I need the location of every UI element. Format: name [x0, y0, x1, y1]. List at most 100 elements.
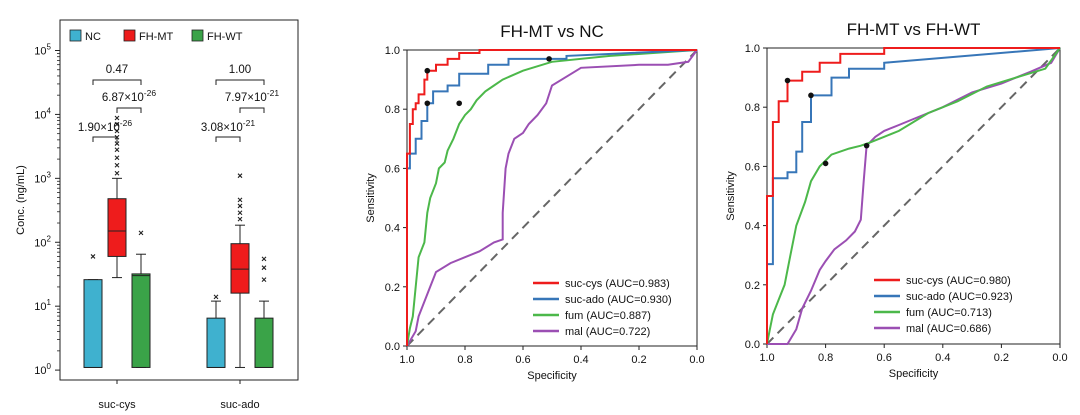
- significance-bracket: [116, 107, 142, 113]
- y-tick-label: 0.0: [385, 341, 400, 353]
- roc-curve-fum: [766, 47, 1061, 345]
- cutoff-point-suc-cys: [424, 67, 431, 74]
- outlier-marker: [90, 254, 96, 259]
- cutoff-point-mal: [863, 142, 870, 149]
- p-value-label-times-ten: ×10: [100, 122, 120, 134]
- y-tick-base: 10: [34, 109, 46, 121]
- y-tick-label: 1.0: [385, 45, 400, 57]
- outlier-marker: [261, 256, 267, 262]
- cutoff-point-fum: [822, 160, 829, 167]
- p-value-label-mantissa: 6.87: [102, 92, 124, 104]
- legend-label-fum: fum (AUC=0.887): [565, 310, 651, 322]
- significance-bracket: [215, 136, 241, 142]
- x-tick-label: 0.6: [877, 352, 892, 364]
- x-tick-label: 1.0: [399, 354, 414, 366]
- y-tick-label: 0.0: [745, 339, 760, 351]
- outlier-marker: [138, 230, 144, 236]
- x-tick-label: 1.0: [759, 352, 774, 364]
- y-tick-exponent: 0: [47, 362, 52, 371]
- p-value-label-exponent: -26: [144, 88, 157, 98]
- y-tick-label: 100: [34, 362, 51, 377]
- p-value-label: 6.87×10-26: [102, 88, 156, 104]
- y-axis-title: Conc. (ng/mL): [15, 165, 27, 235]
- x-category-label: suc-ado: [220, 399, 259, 411]
- y-tick-exponent: 5: [47, 42, 52, 51]
- y-tick-base: 10: [34, 237, 46, 249]
- y-tick-base: 10: [34, 45, 46, 57]
- legend-swatch-fh-wt: [191, 29, 204, 42]
- y-axis-title: Sensitivity: [365, 173, 377, 223]
- p-value-label-exponent: -26: [120, 118, 133, 128]
- x-tick-label: 0.8: [457, 354, 472, 366]
- cutoff-point-suc-ado: [808, 92, 814, 99]
- significance-bracket: [239, 107, 265, 113]
- boxplot-frame: [59, 19, 299, 381]
- p-value-label-mantissa: 7.97: [225, 92, 247, 104]
- roc-curve-suc-ado: [406, 49, 698, 346]
- y-tick-label: 103: [34, 170, 51, 185]
- legend-label-mal: mal (AUC=0.686): [906, 323, 991, 335]
- box-fh-wt-suc-ado: [254, 317, 274, 368]
- y-tick-label: 0.4: [745, 221, 760, 233]
- y-tick-base: 10: [34, 365, 46, 377]
- p-value-label-times-ten: ×10: [124, 92, 144, 104]
- outlier-marker: [213, 294, 219, 300]
- outlier-marker: [114, 121, 120, 127]
- box-nc-suc-ado: [206, 317, 226, 368]
- p-value-label-exponent: -21: [243, 118, 256, 128]
- x-axis-title: Specificity: [889, 368, 939, 380]
- legend-swatch-fh-mt: [123, 29, 136, 42]
- legend-label-fh-wt: FH-WT: [207, 31, 243, 43]
- y-tick-base: 10: [34, 301, 46, 313]
- outlier-marker: [237, 216, 243, 222]
- box-fh-mt-suc-ado: [230, 243, 250, 294]
- y-tick-exponent: 4: [47, 106, 52, 115]
- y-tick-label: 101: [34, 298, 51, 313]
- x-axis-title: Specificity: [527, 370, 577, 382]
- p-value-label: 3.08×10-21: [201, 118, 255, 134]
- x-tick-label: 0.8: [818, 352, 833, 364]
- cutoff-point-suc-ado: [424, 100, 431, 107]
- x-tick-label: 0.4: [935, 352, 950, 364]
- box-fh-mt-suc-cys: [107, 198, 127, 257]
- y-tick-base: 10: [34, 173, 46, 185]
- y-axis-title: Sensitivity: [725, 171, 737, 221]
- panel-title: FH-MT vs FH-WT: [847, 20, 981, 39]
- y-tick-label: 102: [34, 234, 51, 249]
- outlier-marker: [261, 265, 267, 271]
- p-value-label-mantissa: 3.08: [201, 122, 223, 134]
- x-tick-label: 0.4: [573, 354, 588, 366]
- significance-bracket: [92, 79, 142, 85]
- x-tick-label: 0.0: [689, 354, 704, 366]
- outlier-marker: [237, 203, 243, 209]
- y-tick-exponent: 1: [47, 298, 52, 307]
- box-fh-wt-suc-cys: [131, 273, 151, 368]
- legend-label-fh-mt: FH-MT: [139, 31, 173, 43]
- outlier-marker: [237, 210, 243, 216]
- legend-swatch-nc: [69, 29, 82, 42]
- y-tick-label: 1.0: [745, 43, 760, 55]
- chance-diagonal: [406, 49, 698, 347]
- outlier-marker: [114, 170, 120, 176]
- outlier-marker: [114, 128, 120, 134]
- y-tick-label: 0.2: [385, 282, 400, 294]
- p-value-label-exponent: -21: [267, 88, 280, 98]
- x-tick-label: 0.2: [631, 354, 646, 366]
- x-tick-label: 0.0: [1052, 352, 1067, 364]
- y-tick-label: 104: [34, 106, 51, 121]
- y-tick-label: 0.6: [745, 161, 760, 173]
- legend-label-suc-cys: suc-cys (AUC=0.980): [906, 275, 1011, 287]
- cutoff-point-mal: [546, 56, 552, 62]
- roc-curve-fum: [406, 49, 698, 347]
- roc-curve-mal: [406, 49, 698, 347]
- x-tick-label: 0.2: [994, 352, 1009, 364]
- y-tick-label: 0.2: [745, 280, 760, 292]
- y-tick-exponent: 3: [47, 170, 52, 179]
- outlier-marker: [114, 147, 120, 153]
- outlier-marker: [237, 173, 243, 179]
- x-category-label: suc-cys: [98, 399, 136, 411]
- p-value-label: 7.97×10-21: [225, 88, 279, 104]
